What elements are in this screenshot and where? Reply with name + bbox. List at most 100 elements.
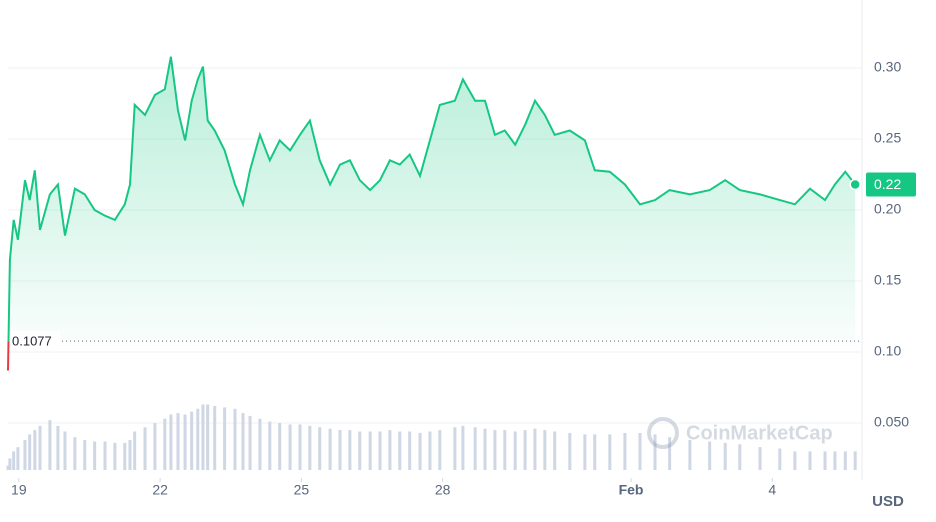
volume-bar <box>398 431 402 470</box>
volume-bar <box>668 437 672 470</box>
volume-bar <box>808 451 812 470</box>
volume-bar <box>428 431 432 470</box>
last-point <box>849 178 861 191</box>
x-tick-label: Feb <box>619 482 644 498</box>
volume-bar <box>358 431 362 470</box>
x-tick-label: 28 <box>435 482 451 498</box>
area <box>8 56 856 342</box>
volume-bar <box>688 440 692 470</box>
reference-bg <box>6 331 60 352</box>
volume-bar <box>853 451 857 470</box>
volume-bar <box>28 434 32 470</box>
volume-bar <box>278 423 282 470</box>
volume-bar <box>103 441 107 470</box>
volume-bar <box>653 434 657 470</box>
volume-bar <box>196 408 200 470</box>
volume-bar <box>843 451 847 470</box>
volume-bar <box>6 465 10 470</box>
volume-bar <box>38 425 42 470</box>
volume-bar <box>723 442 727 470</box>
volume-bar <box>258 418 262 470</box>
volume-bar <box>288 424 292 470</box>
volume-bar <box>513 431 517 470</box>
volume-bar <box>169 414 173 470</box>
volume-bar <box>378 431 382 470</box>
volume-bar <box>418 432 422 470</box>
volume-bar <box>153 423 157 470</box>
volume-bar <box>503 430 507 470</box>
volume-bar <box>176 413 180 470</box>
y-tick-label: 0.050 <box>874 414 909 430</box>
volume-bar <box>241 413 245 470</box>
volume-bar <box>318 427 322 470</box>
volume-bar <box>608 434 612 470</box>
volume-bar <box>338 430 342 470</box>
volume-bar <box>388 430 392 470</box>
volume-bar <box>493 430 497 470</box>
volume-bar <box>793 451 797 470</box>
volume-bar <box>206 404 210 470</box>
volume-bar <box>328 428 332 470</box>
volume-bar <box>56 425 60 470</box>
volume-bar <box>201 404 205 470</box>
volume-bar <box>823 451 827 470</box>
volume-bar <box>63 431 67 470</box>
y-tick-label: 0.15 <box>874 272 901 288</box>
volume-bar <box>348 430 352 470</box>
volume-bar <box>408 431 412 470</box>
volume-bar <box>233 408 237 470</box>
volume-bar <box>533 428 537 470</box>
volume-bar <box>213 405 217 470</box>
x-tick-label: 19 <box>11 482 27 498</box>
volume-bar <box>113 442 117 470</box>
volume-bar <box>708 441 712 470</box>
volume-bar <box>483 428 487 470</box>
currency-label: USD <box>872 493 904 510</box>
volume-bar <box>308 425 312 470</box>
y-tick-label: 0.10 <box>874 343 901 359</box>
volume-bar <box>83 440 87 470</box>
volume-bar <box>473 427 477 470</box>
volume-bar <box>23 440 27 470</box>
volume-bar <box>48 420 52 470</box>
volume-bar <box>93 441 97 470</box>
volume-bar <box>128 440 132 470</box>
volume-bar <box>223 407 227 470</box>
volume-bar <box>123 442 127 470</box>
volume-bar <box>778 448 782 470</box>
volume-bar <box>833 451 837 470</box>
volume-bar <box>268 421 272 470</box>
reference-label: 0.1077 <box>12 334 52 349</box>
watermark-text: CoinMarketCap <box>686 422 833 444</box>
volume-bar <box>73 437 77 470</box>
volume-bar <box>593 434 597 470</box>
volume-bar <box>8 458 12 470</box>
volume-bar <box>183 414 187 470</box>
volume-bar <box>368 431 372 470</box>
volume-bar <box>143 427 147 470</box>
watermark: CoinMarketCap <box>647 417 833 449</box>
volume-bar <box>758 447 762 470</box>
volume-bar <box>163 418 167 470</box>
volume-bar <box>190 411 194 470</box>
volume-bar <box>523 430 527 470</box>
price-line <box>7 56 856 342</box>
volume-bar <box>298 424 302 470</box>
volume-bar <box>568 432 572 470</box>
y-tick-label: 0.20 <box>874 201 901 217</box>
volume-bar <box>453 427 457 470</box>
volume-bar <box>12 451 16 470</box>
volume-bar <box>133 431 137 470</box>
volume-bar <box>553 431 557 470</box>
volume-bar <box>738 444 742 470</box>
current-price-label: 0.22 <box>874 176 901 192</box>
current-price-badge <box>866 172 916 197</box>
volume-bar <box>461 425 465 470</box>
volume-bar <box>638 432 642 470</box>
volume-bar <box>583 434 587 470</box>
volume-bar <box>438 430 442 470</box>
volume-bar <box>543 430 547 470</box>
x-tick-label: 22 <box>152 482 168 498</box>
x-tick-label: 25 <box>294 482 310 498</box>
